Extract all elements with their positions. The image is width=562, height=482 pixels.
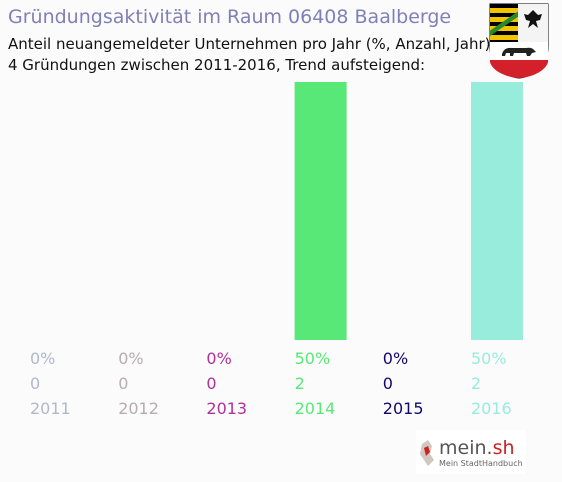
year-label-2011: 2011 xyxy=(30,399,71,418)
count-label-2013: 0 xyxy=(206,374,217,393)
percent-label-2015: 0% xyxy=(382,349,409,368)
count-label-2014: 2 xyxy=(294,374,305,393)
brand-name-main: mein. xyxy=(439,437,493,459)
count-label-2016: 2 xyxy=(471,374,482,393)
count-label-2012: 0 xyxy=(118,374,129,393)
chart-summary: 4 Gründungen zwischen 2011-2016, Trend a… xyxy=(8,56,426,74)
bar-2014 xyxy=(294,82,347,340)
year-label-2013: 2013 xyxy=(206,399,248,418)
percent-label-2016: 50% xyxy=(471,349,507,368)
mein-sh-logo[interactable] xyxy=(416,430,526,474)
brand-tagline: Mein StadtHandbuch xyxy=(439,459,523,468)
brand-name-accent: sh xyxy=(492,437,515,459)
chart-subtitle: Anteil neuangemeldeter Unternehmen pro J… xyxy=(8,35,491,53)
percent-label-2013: 0% xyxy=(206,349,232,368)
year-label-2015: 2015 xyxy=(382,399,424,418)
count-label-2011: 0 xyxy=(30,374,41,393)
year-label-2016: 2016 xyxy=(471,399,512,418)
count-label-2015: 0 xyxy=(382,374,393,393)
year-label-2014: 2014 xyxy=(294,399,336,418)
bar-2016 xyxy=(471,82,523,340)
percent-label-2012: 0% xyxy=(118,349,144,368)
percent-label-2011: 0% xyxy=(30,349,56,368)
brand-name[interactable]: mein.sh xyxy=(439,437,515,459)
percent-label-2014: 50% xyxy=(294,349,331,368)
chart-title: Gründungsaktivität im Raum 06408 Baalber… xyxy=(8,6,452,28)
year-label-2012: 2012 xyxy=(118,399,159,418)
coat-of-arms-icon xyxy=(489,3,549,79)
